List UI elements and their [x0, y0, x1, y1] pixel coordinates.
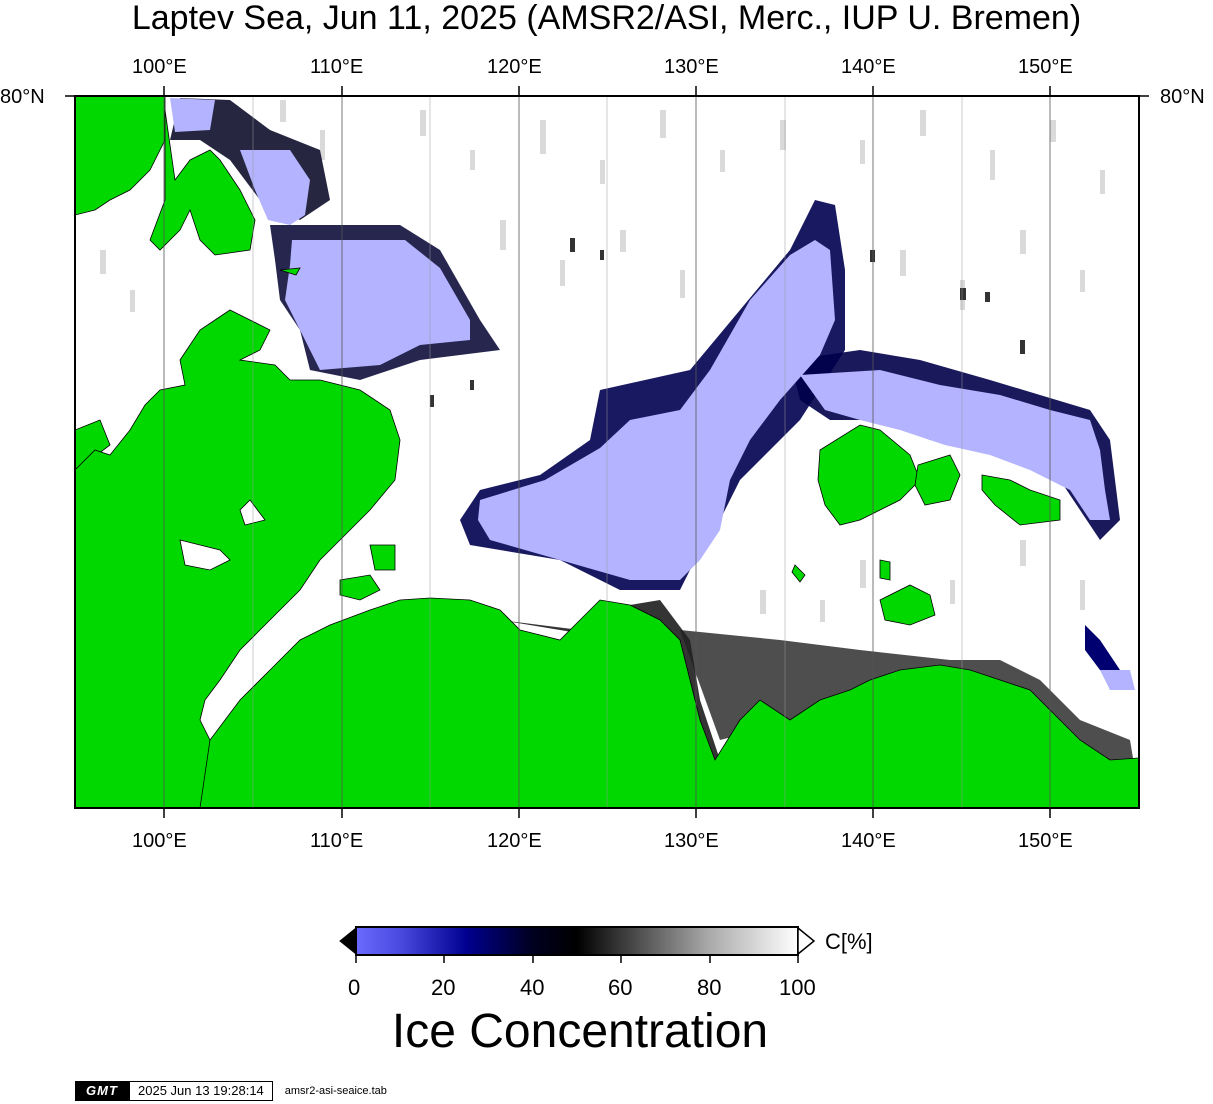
meridian-grid	[163, 96, 1051, 808]
inlet-taymyr	[179, 539, 231, 571]
colorbar-tick-100: 100	[779, 975, 816, 1000]
source-file-label: amsr2-asi-seaice.tab	[284, 1085, 387, 1097]
lon-tick-top-120: 120°E	[487, 56, 542, 78]
lon-tick-top-140: 140°E	[841, 56, 896, 78]
land-islet-b	[791, 564, 806, 583]
lon-tick-bottom-120: 120°E	[487, 830, 542, 852]
lon-tick-top-110: 110°E	[310, 56, 364, 78]
frame-ticks	[65, 86, 1149, 818]
colorbar-low-arrow	[339, 926, 357, 956]
colorbar-high-arrow	[797, 926, 816, 956]
lon-tick-bottom-110: 110°E	[310, 830, 364, 852]
colorbar-gradient	[355, 926, 799, 956]
land-severnaya-zemlya	[149, 109, 256, 256]
lon-tick-top-100: 100°E	[132, 56, 187, 78]
lon-tick-bottom-100: 100°E	[132, 830, 187, 852]
land-taymyr-peninsula	[75, 309, 401, 808]
lon-tick-bottom-140: 140°E	[841, 830, 896, 852]
land-siberian-coast	[199, 597, 1139, 808]
land-islet-c	[279, 267, 301, 276]
land-islet-a	[879, 559, 891, 581]
land	[75, 96, 1139, 808]
lat-tick-right-80: 80°N	[1160, 86, 1205, 108]
land-new-siberia	[981, 474, 1061, 526]
gmt-timestamp: GMT 2025 Jun 13 19:28:14 amsr2-asi-seaic…	[75, 1081, 387, 1101]
land-faddeyevsky	[914, 454, 961, 506]
colorbar-title: Ice Concentration	[391, 1005, 769, 1058]
lon-tick-top-130: 130°E	[664, 56, 719, 78]
lon-tick-bottom-150: 150°E	[1018, 830, 1073, 852]
lon-tick-bottom-130: 130°E	[664, 830, 719, 852]
ice-dark-speckles	[430, 238, 1025, 407]
colorbar-unit: C[%]	[825, 929, 873, 954]
lon-tick-top-150: 150°E	[1018, 56, 1073, 78]
colorbar-tick-80: 80	[697, 975, 722, 1000]
ice-texture	[100, 100, 1105, 622]
timestamp-text: 2025 Jun 13 19:28:14	[129, 1081, 273, 1101]
inlet-small	[239, 499, 266, 526]
lat-tick-left-80: 80°N	[0, 86, 45, 108]
land-coastal-island	[339, 574, 381, 601]
land-kotelny-island	[817, 424, 921, 526]
land-bolshoy-lyakhovsky	[879, 584, 936, 626]
open-water	[170, 98, 1135, 690]
colorbar-tick-0: 0	[348, 975, 361, 1000]
map-title: Laptev Sea, Jun 11, 2025 (AMSR2/ASI, Mer…	[131, 0, 1082, 37]
colorbar-tick-60: 60	[608, 975, 633, 1000]
colorbar-tick-20: 20	[431, 975, 456, 1000]
colorbar	[339, 926, 816, 963]
map-area	[75, 96, 1139, 808]
gmt-logo: GMT	[75, 1081, 129, 1101]
map-frame	[74, 95, 1140, 809]
land-coastal-island-2	[369, 544, 396, 571]
colorbar-tick-40: 40	[520, 975, 545, 1000]
